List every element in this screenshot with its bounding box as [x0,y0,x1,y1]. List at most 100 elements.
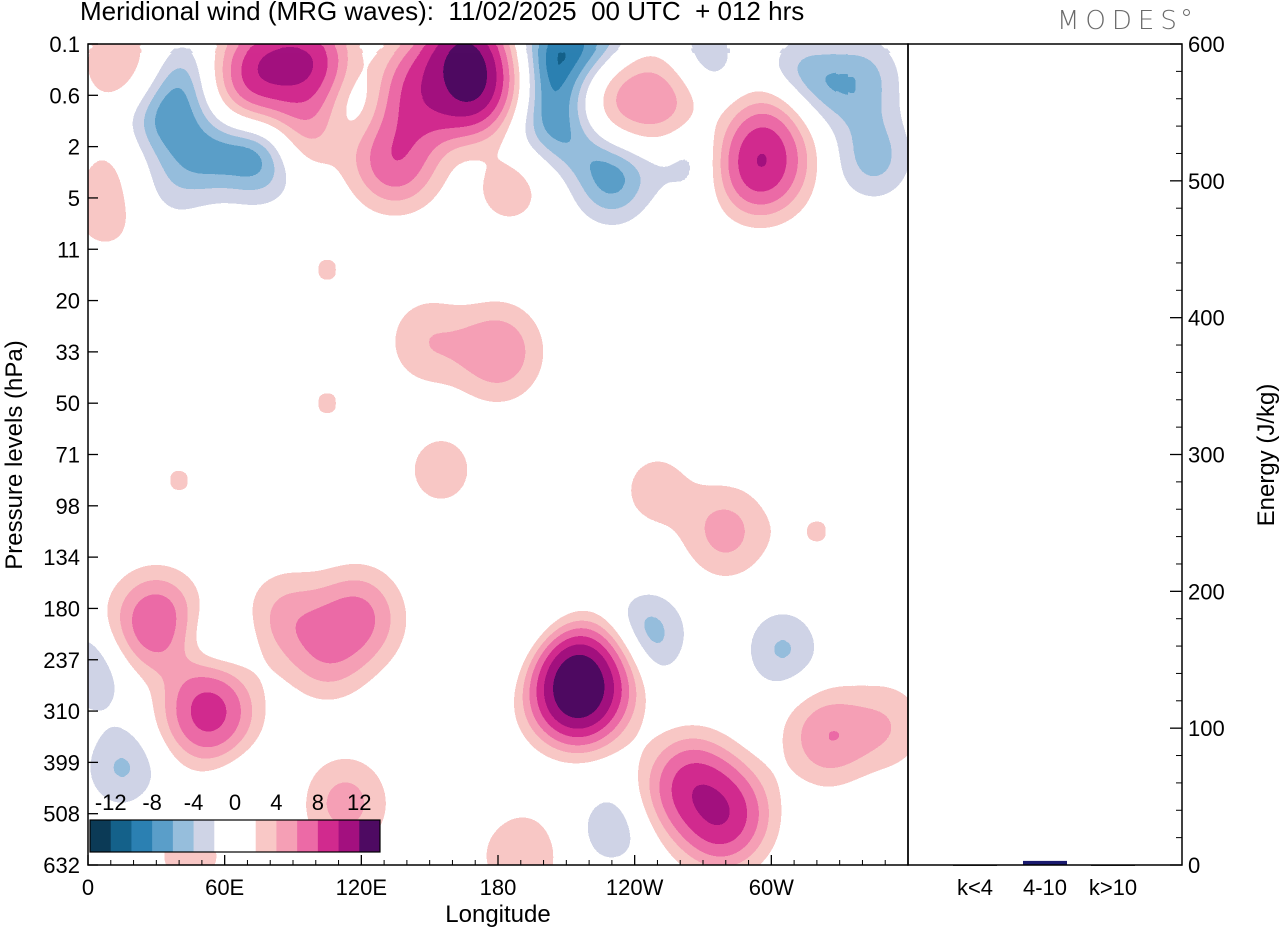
longitude-tick-label: 120E [336,875,387,900]
chart-title: Meridional wind (MRG waves): 11/02/2025 … [80,0,805,26]
energy-category-label: 4-10 [1023,875,1067,900]
wind-cell-29 [162,234,219,305]
wind-cell-49 [614,592,683,676]
colorbar-label: 0 [229,790,241,815]
pressure-tick-label: 134 [43,545,80,570]
pressure-tick-label: 33 [56,340,80,365]
wind-cell-55 [435,742,493,813]
energy-bar-panel: 0 100 200 300 400 500 600 k<4 4-10 k>10 [953,32,1225,900]
pressure-tick-label: 50 [56,391,80,416]
colorbar-swatch [338,820,360,852]
wind-cell-45 [321,575,392,662]
colorbar-swatch [90,820,112,852]
wind-cell-40 [788,496,846,567]
energy-tick-label: 200 [1188,579,1225,604]
wind-cell-38 [627,454,688,527]
wind-cell-34 [196,368,253,438]
wind-cell-25 [670,117,736,197]
energy-tick-label: 500 [1188,169,1225,194]
colorbar-label: 4 [270,790,282,815]
energy-tick-label: 400 [1188,306,1225,331]
wind-cell-23 [479,151,539,225]
energy-category-label: k>10 [1089,875,1137,900]
wind-cell-16 [672,44,734,98]
wind-cell-39 [693,491,759,572]
logo-registered-mark [1183,9,1190,16]
pressure-tick-label: 98 [56,494,80,519]
colorbar-swatch [255,820,277,852]
wind-cell-27 [840,115,908,199]
wind-cell-32 [464,310,532,394]
energy-axis-title: Energy (J/kg) [1253,384,1280,527]
energy-tick-label: 100 [1188,716,1225,741]
colorbar-swatch [131,820,153,852]
colorbar-label: -4 [184,790,204,815]
energy-tick-label: 0 [1188,853,1200,878]
wind-cell-28 [88,176,136,250]
wind-cell-26 [720,114,800,210]
pressure-tick-label: 2 [68,135,80,160]
energy-tick-label: 600 [1188,32,1225,57]
colorbar-swatch [214,820,236,852]
colorbar: -12 -8 -4 0 4 8 12 [89,790,381,853]
colorbar-swatch [359,820,381,852]
wind-cell-37 [150,445,208,515]
wind-cell-48 [532,631,623,740]
wind-cell-20 [222,112,296,202]
colorbar-swatch [297,820,319,852]
x-axis-title: Longitude [445,901,550,928]
wind-cell-33 [606,265,663,336]
wind-cell-63 [857,799,908,865]
wind-cell-4 [126,146,186,219]
pressure-tick-label: 237 [43,648,80,673]
longitude-tick-label: 180 [480,875,517,900]
energy-frame [907,43,1183,866]
wind-cell-59 [854,688,908,765]
longitude-tick-label: 60W [749,875,794,900]
colorbar-swatch [276,820,298,852]
wind-cell-18 [828,44,897,122]
colorbar-swatch [152,820,174,852]
longitude-tick-label: 120W [606,875,664,900]
pressure-tick-label: 0.6 [49,83,80,108]
wind-cell-30 [298,234,356,305]
colorbar-swatch [235,820,257,852]
wind-cell-50 [750,609,816,690]
colorbar-label: 8 [312,790,324,815]
energy-bar-1 [1023,860,1067,865]
longitude-axis: 0 60E 120E 180 120W 60W [82,855,886,900]
pressure-tick-label: 20 [56,289,80,314]
pressure-tick-label: 508 [43,802,80,827]
pressure-tick-label: 5 [68,186,80,211]
longitude-tick-label: 60E [205,875,244,900]
colorbar-frame [89,819,381,853]
wind-cell-31 [398,303,461,380]
wind-cell-41 [119,579,193,669]
wind-cell-62 [580,791,643,865]
energy-tick-label: 300 [1188,443,1225,468]
y-axis-title: Pressure levels (hPa) [1,340,28,569]
wind-cell-0 [91,44,154,103]
wind-cell-51 [170,665,247,758]
wind-cell-52 [89,727,155,808]
colorbar-swatch [193,820,215,852]
pressure-tick-label: 71 [56,443,80,468]
pressure-tick-label: 399 [43,750,80,775]
wind-cell-35 [298,368,356,438]
energy-category-label: k<4 [957,875,993,900]
wind-cell-36 [411,433,471,507]
colorbar-label: 12 [347,790,371,815]
wind-cell-58 [794,695,863,778]
pressure-axis: 0.1 0.6 2 5 11 20 33 50 71 98 134 180 237 310 399 508 63… [43,32,98,878]
colorbar-swatch [317,820,340,852]
colorbar-label: -8 [142,790,162,815]
wind-cell-24 [575,133,649,222]
pressure-tick-label: 180 [43,596,80,621]
wind-cell-13 [518,76,592,166]
pressure-tick-label: 0.1 [49,32,80,57]
wind-cell-53 [221,753,278,823]
pressure-tick-label: 11 [57,237,80,262]
wind-cell-61 [489,816,552,865]
